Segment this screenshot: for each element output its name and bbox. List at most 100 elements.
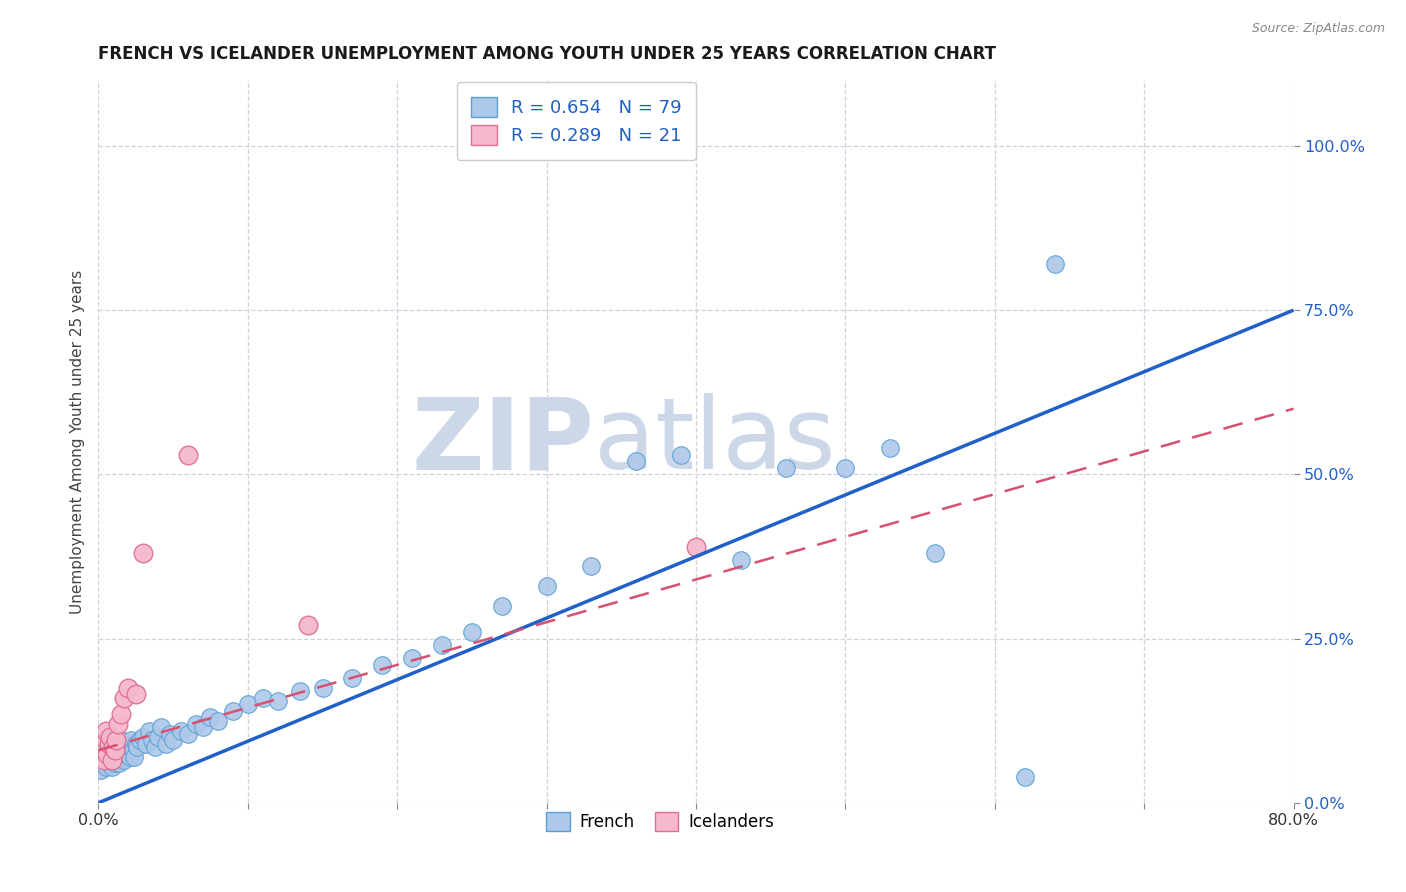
Point (118, 749, 141, 764)
Point (177, 727, 200, 741)
Point (110, 707, 132, 722)
Point (94, 747, 117, 761)
Point (103, 753, 125, 767)
Point (297, 618, 319, 632)
Point (236, 698, 259, 712)
Point (120, 733, 142, 747)
Point (775, 460, 797, 475)
Point (124, 749, 146, 764)
Point (461, 625, 484, 640)
Point (1043, 257, 1066, 271)
Point (536, 579, 558, 593)
Point (117, 739, 139, 754)
Point (98, 743, 122, 757)
Text: ZIP: ZIP (412, 393, 595, 490)
Point (93, 737, 115, 751)
Point (98, 756, 122, 771)
Point (200, 710, 222, 724)
Point (117, 681, 139, 695)
Point (626, 454, 648, 468)
Point (105, 737, 128, 751)
Point (112, 753, 135, 767)
Point (207, 714, 229, 728)
Point (94, 760, 117, 774)
Point (112, 690, 135, 705)
Point (401, 651, 423, 665)
Point (98, 730, 122, 744)
Point (1014, 770, 1036, 784)
Point (93, 753, 115, 767)
Point (177, 448, 200, 462)
Point (141, 733, 163, 747)
Point (97, 737, 120, 751)
Legend: French, Icelanders: French, Icelanders (540, 805, 780, 838)
Point (93, 756, 115, 771)
Point (834, 460, 856, 475)
Point (96, 747, 118, 761)
Point (121, 743, 143, 757)
Point (91, 739, 114, 754)
Point (101, 753, 124, 767)
Point (138, 723, 160, 738)
Point (184, 717, 207, 731)
Point (132, 546, 155, 560)
Point (103, 739, 125, 754)
Point (159, 727, 181, 741)
Point (96, 739, 118, 754)
Point (94, 733, 117, 747)
Point (107, 739, 129, 754)
Point (924, 546, 946, 560)
Point (430, 638, 453, 652)
Point (129, 733, 152, 747)
Point (143, 739, 166, 754)
Point (90, 763, 112, 777)
Point (191, 720, 214, 734)
Point (107, 753, 129, 767)
Y-axis label: Unemployment Among Youth under 25 years: Unemployment Among Youth under 25 years (69, 269, 84, 614)
Point (685, 540, 707, 554)
Point (97, 749, 120, 764)
Point (101, 747, 124, 761)
Point (222, 704, 245, 718)
Point (155, 737, 177, 751)
Point (91, 743, 114, 757)
Point (105, 733, 128, 747)
Text: FRENCH VS ICELANDER UNEMPLOYMENT AMONG YOUTH UNDER 25 YEARS CORRELATION CHART: FRENCH VS ICELANDER UNEMPLOYMENT AMONG Y… (98, 45, 997, 63)
Point (371, 657, 394, 672)
Point (879, 441, 901, 455)
Point (127, 739, 149, 754)
Point (111, 737, 134, 751)
Point (94, 723, 117, 738)
Point (105, 749, 128, 764)
Point (491, 599, 513, 613)
Point (104, 743, 127, 757)
Point (669, 448, 692, 462)
Point (103, 739, 125, 754)
Point (342, 671, 364, 685)
Text: atlas: atlas (595, 393, 837, 490)
Point (125, 737, 148, 751)
Point (252, 690, 274, 705)
Point (97, 733, 120, 747)
Point (101, 760, 124, 774)
Point (107, 717, 129, 731)
Point (311, 681, 333, 695)
Text: Source: ZipAtlas.com: Source: ZipAtlas.com (1251, 22, 1385, 36)
Point (108, 756, 131, 771)
Point (90, 749, 112, 764)
Point (730, 553, 752, 567)
Point (103, 749, 125, 764)
Point (108, 743, 131, 757)
Point (169, 723, 191, 738)
Point (135, 737, 157, 751)
Point (111, 749, 134, 764)
Point (150, 720, 173, 734)
Point (104, 743, 127, 757)
Point (288, 684, 311, 698)
Point (162, 733, 184, 747)
Point (114, 743, 136, 757)
Point (267, 694, 290, 708)
Point (110, 747, 132, 761)
Point (125, 687, 148, 701)
Point (148, 730, 170, 744)
